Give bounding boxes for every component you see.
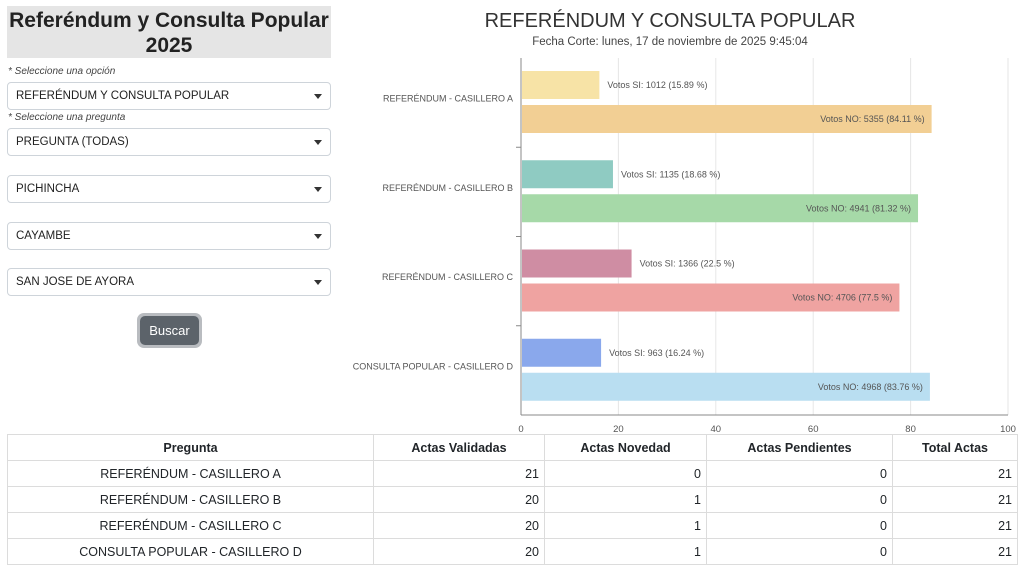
option-select-value: REFERÉNDUM Y CONSULTA POPULAR bbox=[16, 90, 230, 102]
canton-select[interactable]: CAYAMBE bbox=[7, 222, 331, 250]
data-label: Votos NO: 4706 (77.5 %) bbox=[792, 293, 892, 303]
cell-pendientes: 0 bbox=[706, 460, 893, 487]
category-label: CONSULTA POPULAR - CASILLERO D bbox=[353, 361, 514, 371]
table-row: REFERÉNDUM - CASILLERO A 21 0 0 21 bbox=[7, 460, 1018, 487]
data-label: Votos SI: 963 (16.24 %) bbox=[609, 348, 704, 358]
data-label: Votos SI: 1135 (18.68 %) bbox=[621, 169, 720, 179]
x-tick-label: 40 bbox=[711, 424, 722, 434]
bar-votos-no bbox=[522, 194, 919, 223]
parish-select[interactable]: SAN JOSE DE AYORA bbox=[7, 268, 331, 296]
data-label: Votos SI: 1366 (22.5 %) bbox=[640, 259, 735, 269]
bar-votos-si bbox=[522, 71, 600, 99]
option-hint: * Seleccione una opción bbox=[8, 66, 116, 77]
province-select-value: PICHINCHA bbox=[16, 183, 80, 195]
question-select[interactable]: PREGUNTA (TODAS) bbox=[7, 128, 331, 156]
x-tick-label: 20 bbox=[613, 424, 624, 434]
question-select-value: PREGUNTA (TODAS) bbox=[16, 136, 129, 148]
chart-title: REFERÉNDUM Y CONSULTA POPULAR bbox=[484, 10, 856, 32]
bar-votos-no bbox=[522, 283, 900, 312]
category-label: REFERÉNDUM - CASILLERO C bbox=[382, 272, 514, 282]
province-select[interactable]: PICHINCHA bbox=[7, 175, 331, 203]
page-title: Referéndum y Consulta Popular 2025 bbox=[7, 6, 331, 58]
header-pregunta: Pregunta bbox=[7, 434, 374, 461]
header-total-actas: Total Actas bbox=[892, 434, 1018, 461]
cell-total: 21 bbox=[892, 486, 1018, 513]
cell-novedad: 1 bbox=[544, 512, 707, 539]
chart-subtitle: Fecha Corte: lunes, 17 de noviembre de 2… bbox=[532, 36, 808, 48]
cell-pendientes: 0 bbox=[706, 512, 893, 539]
table-row: REFERÉNDUM - CASILLERO C 20 1 0 21 bbox=[7, 512, 1018, 539]
x-tick-label: 80 bbox=[905, 424, 916, 434]
search-button-focus-ring: Buscar bbox=[137, 313, 202, 348]
cell-novedad: 1 bbox=[544, 538, 707, 565]
cell-total: 21 bbox=[892, 512, 1018, 539]
cell-pregunta: REFERÉNDUM - CASILLERO B bbox=[7, 486, 374, 513]
category-label: REFERÉNDUM - CASILLERO B bbox=[382, 183, 513, 193]
chevron-down-icon bbox=[314, 280, 322, 285]
option-select[interactable]: REFERÉNDUM Y CONSULTA POPULAR bbox=[7, 82, 331, 110]
chevron-down-icon bbox=[314, 94, 322, 99]
cell-validadas: 20 bbox=[373, 538, 545, 565]
data-label: Votos SI: 1012 (15.89 %) bbox=[607, 80, 707, 90]
canton-select-value: CAYAMBE bbox=[16, 230, 71, 242]
cell-pendientes: 0 bbox=[706, 538, 893, 565]
cell-validadas: 20 bbox=[373, 512, 545, 539]
category-label: REFERÉNDUM - CASILLERO A bbox=[383, 94, 513, 104]
cell-novedad: 1 bbox=[544, 486, 707, 513]
data-label: Votos NO: 4968 (83.76 %) bbox=[818, 382, 923, 392]
bar-votos-si bbox=[522, 338, 602, 367]
cell-pendientes: 0 bbox=[706, 486, 893, 513]
cell-pregunta: REFERÉNDUM - CASILLERO C bbox=[7, 512, 374, 539]
chevron-down-icon bbox=[314, 187, 322, 192]
table-row: CONSULTA POPULAR - CASILLERO D 20 1 0 21 bbox=[7, 538, 1018, 565]
cell-total: 21 bbox=[892, 538, 1018, 565]
cell-pregunta: REFERÉNDUM - CASILLERO A bbox=[7, 460, 374, 487]
bar-votos-no bbox=[522, 372, 930, 401]
actas-table: Pregunta Actas Validadas Actas Novedad A… bbox=[7, 434, 1018, 565]
x-tick-label: 100 bbox=[1000, 424, 1016, 434]
bar-votos-si bbox=[522, 160, 613, 189]
header-actas-pendientes: Actas Pendientes bbox=[706, 434, 893, 461]
data-label: Votos NO: 4941 (81.32 %) bbox=[806, 203, 911, 213]
cell-total: 21 bbox=[892, 460, 1018, 487]
table-row: REFERÉNDUM - CASILLERO B 20 1 0 21 bbox=[7, 486, 1018, 513]
votes-bar-chart: 0 20 40 60 80 100 REFERÉNDUM - CASILLERO A Voto… bbox=[353, 58, 1016, 434]
chevron-down-icon bbox=[314, 140, 322, 145]
cell-validadas: 21 bbox=[373, 460, 545, 487]
x-tick-label: 0 bbox=[518, 424, 523, 434]
header-actas-novedad: Actas Novedad bbox=[544, 434, 707, 461]
data-label: Votos NO: 5355 (84.11 %) bbox=[820, 114, 924, 124]
cell-pregunta: CONSULTA POPULAR - CASILLERO D bbox=[7, 538, 374, 565]
x-tick-label: 60 bbox=[808, 424, 819, 434]
chevron-down-icon bbox=[314, 234, 322, 239]
parish-select-value: SAN JOSE DE AYORA bbox=[16, 276, 135, 288]
table-header-row: Pregunta Actas Validadas Actas Novedad A… bbox=[7, 434, 1018, 461]
bar-votos-si bbox=[522, 249, 632, 278]
cell-validadas: 20 bbox=[373, 486, 545, 513]
header-actas-validadas: Actas Validadas bbox=[373, 434, 545, 461]
question-hint: * Seleccione una pregunta bbox=[8, 112, 126, 123]
cell-novedad: 0 bbox=[544, 460, 707, 487]
bar-votos-no bbox=[522, 105, 932, 133]
search-button[interactable]: Buscar bbox=[140, 316, 199, 345]
